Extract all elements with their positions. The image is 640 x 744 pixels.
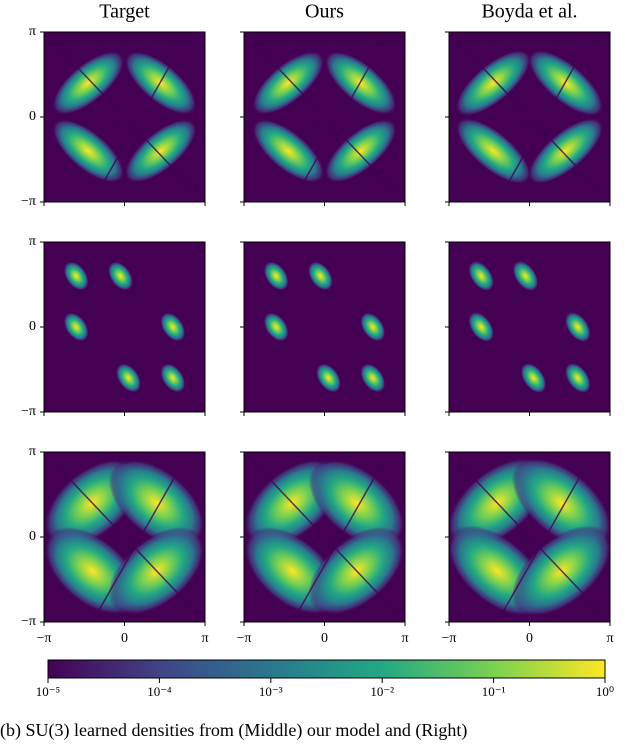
y-tick-label: π [29,24,36,39]
heatmap-panel [44,452,205,622]
y-tick-label: −π [21,614,36,629]
density-ridge [91,452,190,622]
y-tick-label: 0 [29,319,36,334]
density-blob [63,312,89,342]
x-tick-label: 0 [321,631,328,646]
x-tick-label: −π [37,631,52,646]
density-blob [252,119,325,183]
density-blob [455,117,531,185]
column-title: Target [99,1,150,23]
density-blob [108,261,133,291]
density-blob [308,459,405,547]
x-tick-label: π [606,631,613,646]
density-ridge [496,32,595,202]
density-blob [160,312,186,342]
density-ridge [496,452,595,622]
density-blob [124,119,197,183]
colorbar-tick-label: 10⁻³ [259,684,283,699]
density-hole [316,109,333,125]
caption: (b) SU(3) learned densities from (Middle… [0,720,467,741]
density-blob [308,261,333,291]
y-tick-label: −π [21,404,36,419]
density-blob [565,362,591,394]
density-ridge [291,452,390,622]
density-blob [468,311,494,343]
density-blob [455,49,531,117]
heatmap-panel [449,242,610,412]
density-blob [324,119,397,183]
density-blob [63,261,89,291]
heatmap-panel [44,32,205,202]
density-blob [520,362,547,394]
density-blob [360,363,386,393]
density-blob [528,117,604,185]
density-blob [263,261,289,291]
column-title: Ours [305,1,344,23]
density-blob [108,459,205,547]
heatmap-panel [449,32,610,202]
colorbar-tick-label: 10⁻² [370,684,394,699]
y-tick-label: −π [21,194,36,209]
x-tick-label: π [201,631,208,646]
y-tick-label: π [29,444,36,459]
x-tick-label: −π [237,631,252,646]
density-blob [512,260,539,292]
y-tick-label: 0 [29,109,36,124]
density-blob [565,311,591,343]
density-ridge [291,32,390,202]
density-blob [316,363,341,393]
density-ridge [91,32,190,202]
heatmap-panel [44,242,205,412]
density-blob [252,51,325,115]
colorbar-tick-label: 10⁻¹ [482,684,506,699]
density-hole [116,529,133,545]
density-blob [52,51,125,115]
density-blob [116,363,141,393]
x-tick-label: 0 [526,631,533,646]
y-tick-label: 0 [29,529,36,544]
colorbar-tick-label: 10⁻⁵ [36,684,60,699]
density-blob [263,312,289,342]
heatmap-panel [244,452,405,622]
x-tick-label: 0 [121,631,128,646]
colorbar-tick-label: 10⁰ [596,684,614,699]
column-title: Boyda et al. [481,1,577,23]
y-tick-label: π [29,234,36,249]
density-hole [521,109,538,125]
x-tick-label: π [401,631,408,646]
density-blob [468,260,494,292]
density-hole [116,109,133,125]
colorbar [47,659,606,679]
density-blob [360,312,386,342]
colorbar-tick-label: 10⁻⁴ [147,684,172,699]
density-hole [316,529,333,545]
density-hole [521,529,538,545]
heatmap-panel [244,242,405,412]
heatmap-panel [244,32,405,202]
heatmap-panel [449,452,610,622]
density-blob [160,363,186,393]
density-blob [52,119,125,183]
x-tick-label: −π [442,631,457,646]
